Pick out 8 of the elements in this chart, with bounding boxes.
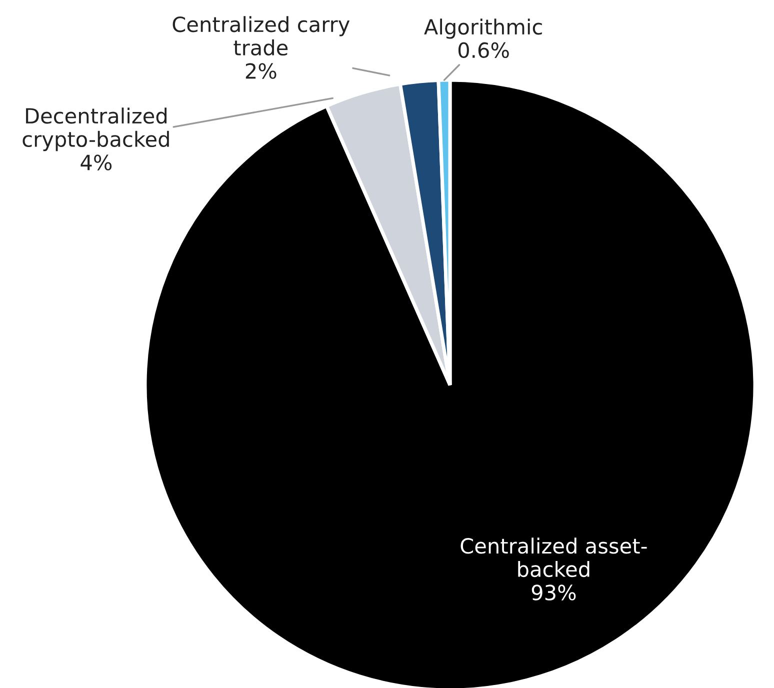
data-label: 2%	[246, 63, 276, 79]
data-label: 0.6%	[458, 42, 509, 58]
data-label: 93%	[532, 584, 576, 600]
slice-label: Centralized carry trade	[172, 16, 350, 56]
slice-label: Decentralized crypto-backed	[22, 108, 169, 152]
data-label: 4%	[80, 154, 112, 170]
slice-label: Centralized asset- backed	[460, 538, 647, 578]
slice-label: Algorithmic	[424, 18, 542, 39]
